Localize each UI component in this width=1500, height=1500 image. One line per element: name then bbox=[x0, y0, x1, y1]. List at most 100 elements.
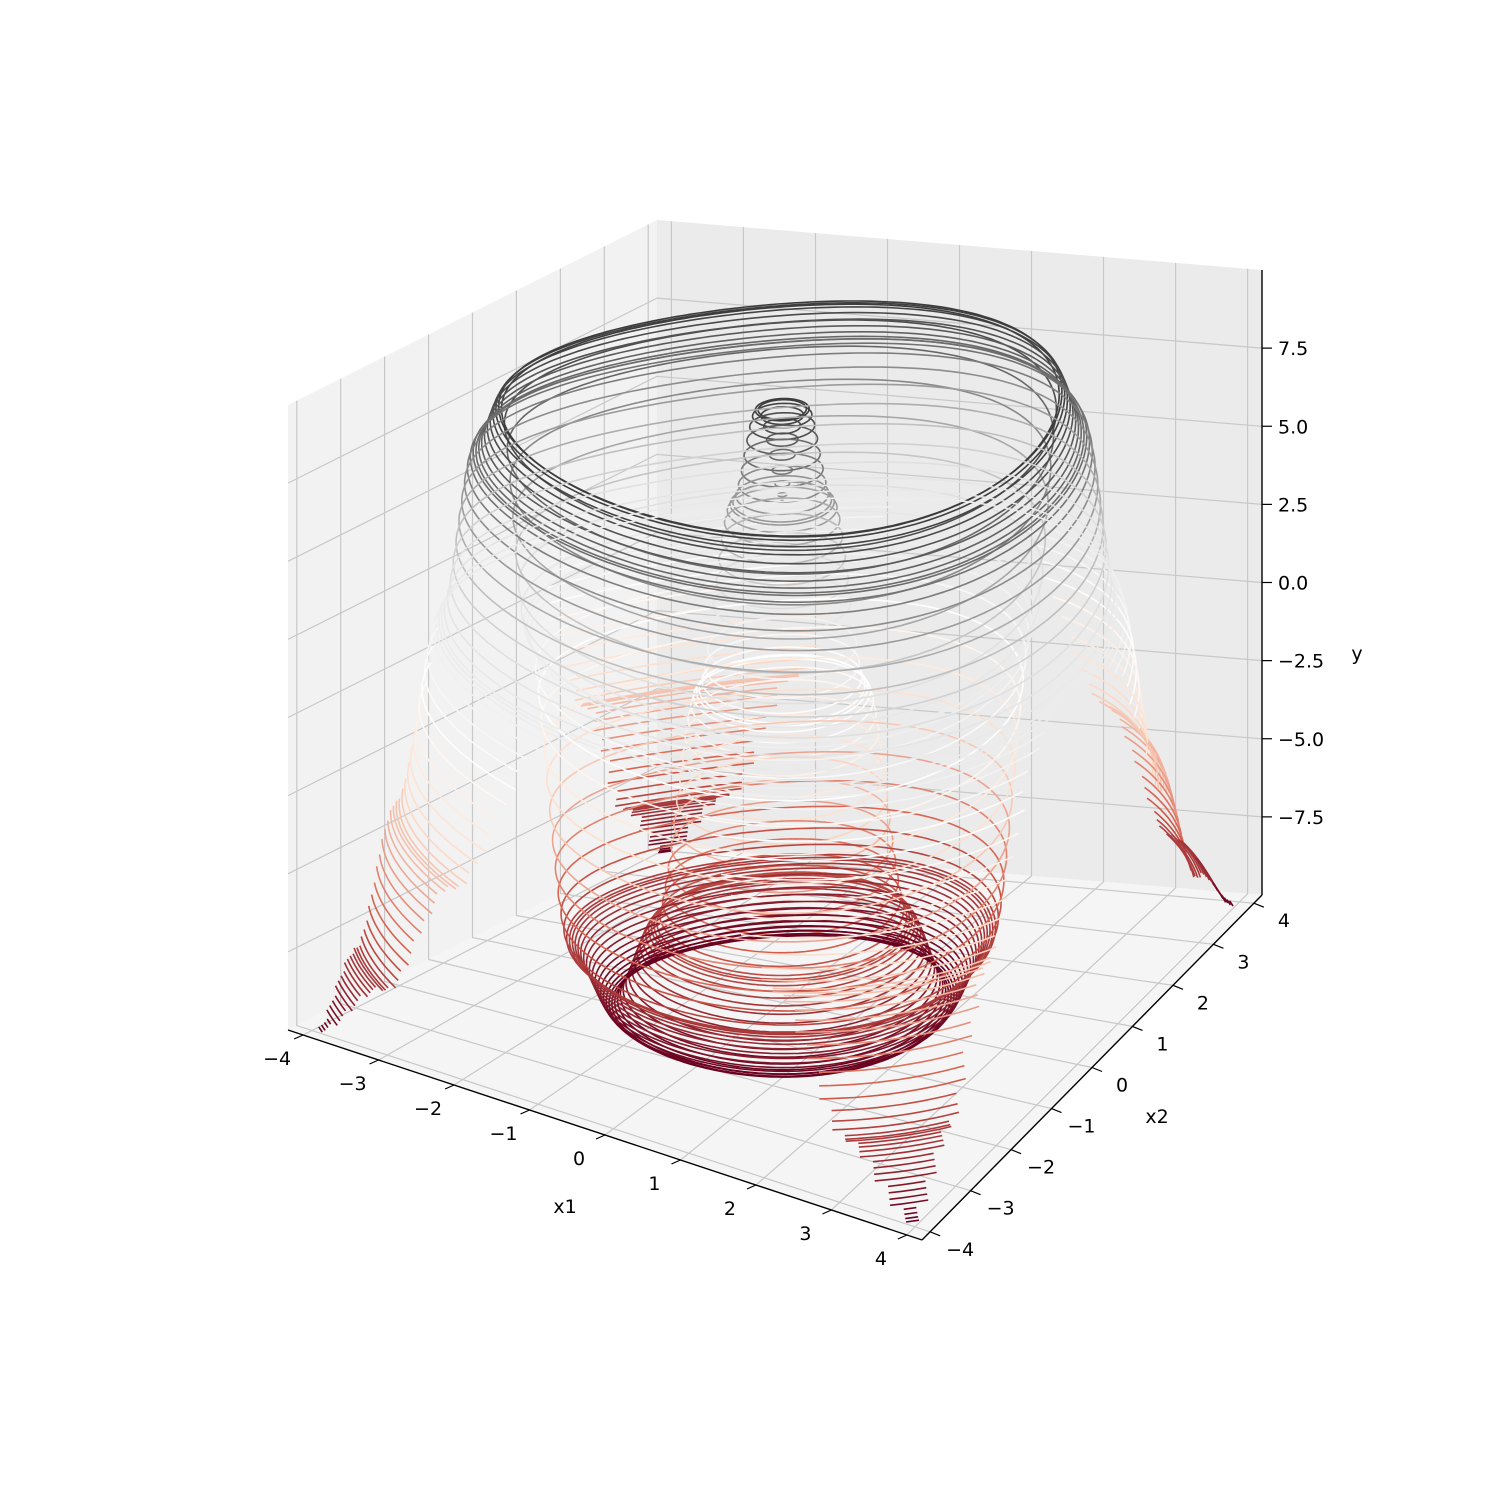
contour-line bbox=[486, 318, 1074, 565]
contour-line bbox=[337, 980, 356, 1007]
contour-line bbox=[596, 914, 966, 1069]
contour-line bbox=[783, 972, 985, 1003]
contour-line bbox=[731, 855, 1014, 901]
contour-line bbox=[386, 820, 438, 895]
contour-line bbox=[711, 809, 1025, 862]
contour-line bbox=[617, 773, 743, 792]
contour-line bbox=[409, 743, 487, 853]
contour-line bbox=[367, 905, 410, 966]
contour-line bbox=[873, 1158, 935, 1169]
contour-line bbox=[323, 1021, 329, 1029]
grid-line-y bbox=[384, 356, 1012, 1151]
y-tick-label: 4 bbox=[1278, 910, 1290, 932]
contour-line bbox=[495, 301, 1066, 542]
contour-line bbox=[874, 1171, 937, 1182]
contour-line bbox=[496, 497, 935, 562]
contour-line bbox=[582, 879, 980, 1046]
x-tick-label: 2 bbox=[724, 1198, 736, 1220]
contour-line bbox=[872, 1152, 934, 1163]
contour-line bbox=[819, 1064, 965, 1087]
contour-line bbox=[703, 633, 861, 700]
x-axis-label: x1 bbox=[553, 1196, 576, 1218]
z-tick-label: 5.0 bbox=[1278, 416, 1308, 438]
contour-line bbox=[600, 727, 766, 752]
contour-line bbox=[483, 324, 1077, 574]
contour-line bbox=[329, 1005, 341, 1022]
contour-line bbox=[772, 957, 990, 991]
contour-line bbox=[794, 984, 977, 1011]
contour-line bbox=[574, 862, 989, 1036]
contour-line bbox=[349, 955, 374, 991]
x-tick bbox=[897, 1234, 908, 1240]
contour-line bbox=[1033, 543, 1132, 677]
contour-line bbox=[469, 342, 1091, 604]
contour-line bbox=[512, 414, 1049, 640]
contour-line bbox=[460, 383, 1099, 652]
grid-line-y bbox=[647, 224, 1254, 904]
contour-line bbox=[818, 1051, 964, 1073]
contour-line bbox=[587, 680, 789, 710]
contour-line bbox=[844, 1120, 950, 1137]
contour-line bbox=[1072, 651, 1149, 761]
contour-line bbox=[1098, 700, 1160, 790]
contour-line bbox=[905, 1216, 919, 1220]
contour-line bbox=[509, 378, 1052, 606]
contour-line bbox=[435, 581, 571, 744]
contour-line bbox=[352, 953, 377, 988]
contour-line bbox=[1131, 749, 1178, 817]
contour-line bbox=[540, 528, 866, 576]
contour-line bbox=[426, 626, 528, 760]
contour-line bbox=[656, 715, 1055, 790]
contour-line bbox=[630, 803, 716, 817]
y-tick bbox=[1172, 984, 1184, 990]
grid-line-y bbox=[471, 312, 1093, 1069]
contour-line bbox=[649, 831, 688, 838]
x-tick-label: −2 bbox=[414, 1098, 442, 1120]
contour-line bbox=[452, 442, 1107, 718]
contour-line bbox=[421, 662, 516, 791]
contour-line bbox=[381, 839, 433, 915]
contour-line bbox=[565, 853, 997, 1034]
contour-line bbox=[512, 499, 910, 557]
contour-line bbox=[1044, 576, 1138, 705]
contour-line bbox=[1223, 897, 1229, 904]
contour-line bbox=[858, 1134, 943, 1148]
contour-line bbox=[761, 934, 995, 971]
contour-line bbox=[602, 925, 961, 1076]
contour-line bbox=[563, 843, 1000, 1026]
contour-line bbox=[616, 781, 742, 801]
contour-line bbox=[580, 675, 799, 707]
contour-line bbox=[831, 1092, 957, 1112]
x-tick bbox=[671, 1159, 681, 1165]
contour-line bbox=[463, 366, 1096, 632]
contour-line bbox=[659, 846, 673, 851]
contour-line bbox=[642, 882, 922, 999]
z-tick-label: 0.0 bbox=[1278, 573, 1308, 595]
contour-line bbox=[757, 398, 808, 421]
contour-line bbox=[740, 896, 1009, 939]
contour-line bbox=[366, 920, 402, 972]
contour-line bbox=[406, 761, 479, 865]
contour-line bbox=[692, 658, 872, 733]
contour-line bbox=[591, 900, 972, 1060]
contour-line bbox=[585, 886, 978, 1050]
contour-line bbox=[548, 720, 1014, 915]
contour-line bbox=[874, 1165, 936, 1176]
contour-line bbox=[340, 975, 359, 1002]
contour-line bbox=[560, 827, 1002, 1012]
grid-line-x bbox=[755, 256, 1105, 1186]
y-axis-label: x2 bbox=[1145, 1106, 1168, 1128]
contour-line bbox=[415, 705, 499, 821]
contour-line bbox=[670, 799, 894, 894]
x-tick-label: −4 bbox=[263, 1048, 291, 1070]
x-tick bbox=[520, 1109, 530, 1115]
contour-line bbox=[360, 936, 397, 989]
y-tick-label: 0 bbox=[1116, 1075, 1128, 1097]
contour-line bbox=[771, 465, 794, 476]
contour-line bbox=[845, 1125, 952, 1142]
y-tick-label: −2 bbox=[1027, 1157, 1055, 1179]
contour-line bbox=[568, 856, 994, 1035]
contour-line bbox=[356, 947, 387, 991]
z-tick-label: −5.0 bbox=[1278, 729, 1324, 751]
contour-line bbox=[903, 1206, 917, 1211]
